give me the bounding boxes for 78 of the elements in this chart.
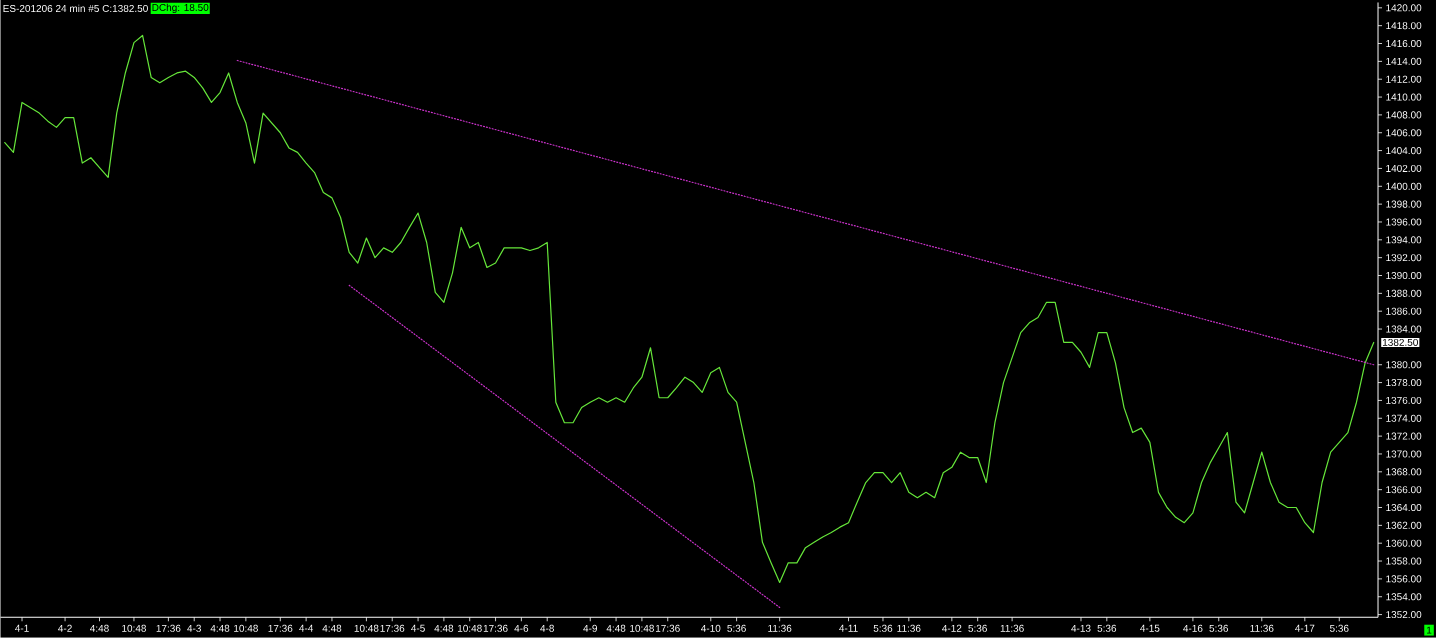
x-tick-label: 17:36 [268, 624, 293, 632]
y-tick-label: 1412.00 [1386, 75, 1422, 83]
x-tick-label: 4-4 [299, 624, 314, 632]
y-tick-label: 1366.00 [1386, 486, 1422, 494]
y-tick-label: 1380.00 [1386, 361, 1422, 369]
y-tick-label: 1400.00 [1386, 182, 1422, 190]
y-tick-label: 1410.00 [1386, 93, 1422, 101]
x-tick-label: 4-8 [540, 624, 554, 632]
x-tick-label: 4-12 [942, 624, 962, 632]
x-tick-label: 4-16 [1183, 624, 1203, 632]
y-tick-label: 1398.00 [1386, 200, 1422, 208]
y-tick-label: 1394.00 [1386, 236, 1422, 244]
y-tick-label: 1414.00 [1386, 57, 1422, 66]
x-tick-label: 4-1 [15, 624, 29, 632]
y-tick-label: 1368.00 [1386, 468, 1422, 476]
chart-subtitle: DChg: 18.50 [152, 3, 209, 14]
x-tick-label: 4-9 [583, 624, 598, 632]
y-tick-label: 1362.00 [1386, 521, 1422, 529]
y-tick-label: 1358.00 [1386, 557, 1422, 565]
y-tick-label: 1354.00 [1386, 593, 1422, 601]
x-tick-label: 4:48 [606, 624, 626, 632]
y-tick-label: 1408.00 [1386, 111, 1422, 119]
y-tick-label: 1364.00 [1386, 504, 1422, 512]
y-tick-label: 1388.00 [1386, 289, 1422, 297]
chart-title: ES-201206 24 min #5 C:1382.50 [3, 4, 148, 13]
x-tick-label: 4-13 [1071, 624, 1091, 632]
x-tick-label: 10:48 [354, 624, 379, 632]
x-tick-label: 4-11 [839, 624, 858, 632]
x-tick-label: 11:36 [1000, 624, 1024, 632]
y-tick-label: 1370.00 [1386, 450, 1422, 458]
x-tick-label: 10:48 [630, 624, 654, 632]
y-tick-label: 1374.00 [1386, 414, 1422, 422]
y-tick-label: 1356.00 [1386, 575, 1422, 583]
text: 1 [1427, 626, 1432, 634]
x-tick-label: 5:36 [1097, 624, 1117, 632]
x-tick-label: 17:36 [656, 624, 680, 632]
y-tick-label: 1396.00 [1386, 218, 1422, 226]
y-tick-label: 1418.00 [1386, 22, 1422, 30]
x-tick-label: 11:36 [768, 624, 792, 632]
x-tick-label: 11:36 [1250, 624, 1274, 632]
x-tick-label: 4-3 [187, 624, 201, 632]
x-tick-label: 17:36 [380, 624, 405, 632]
x-tick-label: 10:48 [457, 624, 482, 632]
text: 1382.50 [1382, 339, 1418, 347]
x-tick-label: 4-17 [1295, 624, 1315, 632]
x-tick-label: 4:48 [210, 624, 230, 632]
x-tick-label: 4:48 [90, 624, 109, 632]
x-tick-label: 4-6 [514, 624, 529, 632]
y-tick-label: 1420.00 [1386, 4, 1422, 12]
y-tick-label: 1352.00 [1386, 611, 1422, 619]
x-tick-label: 5:36 [968, 624, 987, 632]
x-tick-label: 5:36 [727, 624, 746, 632]
y-tick-label: 1386.00 [1386, 307, 1422, 315]
x-tick-label: 4-10 [701, 624, 721, 632]
x-tick-label: 5:36 [873, 624, 893, 632]
y-tick-label: 1360.00 [1386, 539, 1422, 547]
x-tick-label: 10:48 [234, 624, 258, 632]
y-tick-label: 1390.00 [1386, 272, 1422, 280]
y-tick-label: 1406.00 [1386, 129, 1422, 137]
x-tick-label: 5:36 [1329, 624, 1349, 632]
y-tick-label: 1404.00 [1386, 147, 1422, 155]
y-tick-label: 1376.00 [1386, 397, 1422, 405]
x-tick-label: 11:36 [897, 624, 921, 632]
y-tick-label: 1372.00 [1386, 432, 1422, 440]
x-tick-label: 5:36 [1209, 624, 1229, 632]
x-tick-label: 17:36 [483, 624, 508, 632]
y-tick-label: 1384.00 [1386, 325, 1422, 333]
x-tick-label: 4:48 [322, 624, 342, 632]
y-tick-label: 1402.00 [1386, 165, 1422, 173]
x-tick-label: 4-15 [1140, 624, 1160, 632]
x-tick-label: 4-2 [58, 624, 72, 632]
x-tick-label: 4-5 [411, 624, 425, 632]
x-tick-label: 17:36 [156, 624, 181, 632]
y-tick-label: 1416.00 [1386, 40, 1422, 48]
y-tick-label: 1392.00 [1386, 254, 1422, 262]
x-tick-label: 10:48 [122, 624, 147, 632]
x-tick-label: 4:48 [434, 624, 454, 632]
y-tick-label: 1378.00 [1386, 379, 1422, 387]
